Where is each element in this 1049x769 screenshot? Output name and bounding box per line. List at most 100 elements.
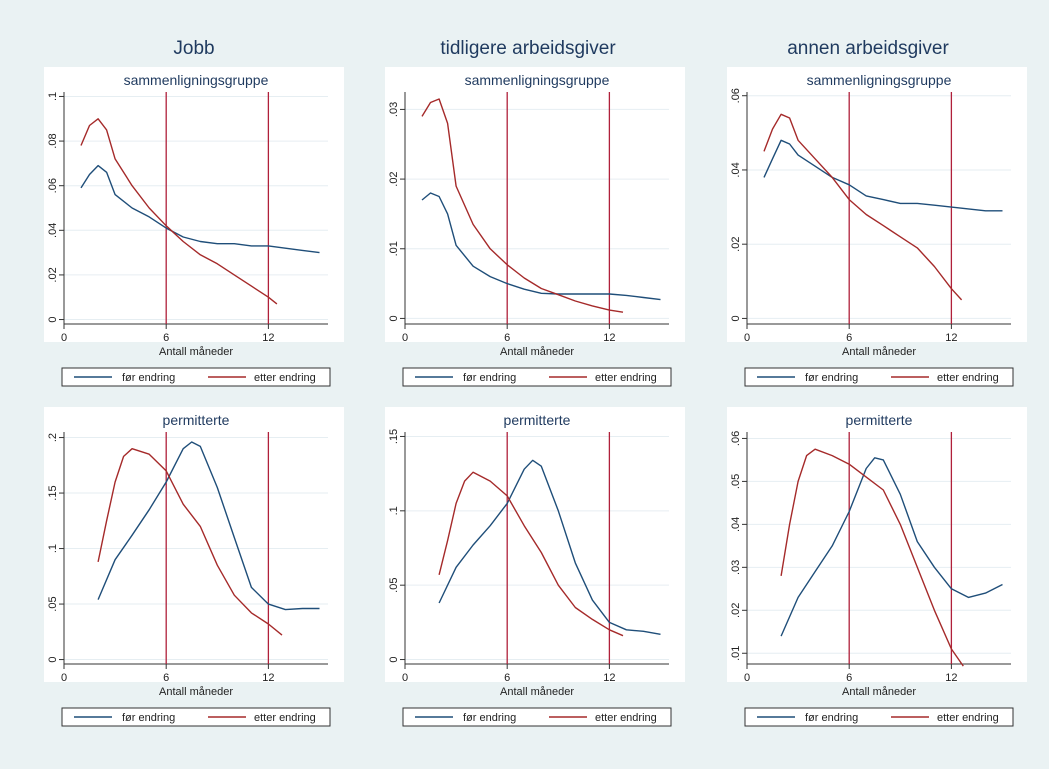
x-tick-label: 0 <box>744 332 750 344</box>
x-tick-label: 0 <box>402 672 408 684</box>
x-tick-label: 6 <box>846 672 852 684</box>
legend-label-for-endring: før endring <box>122 712 175 724</box>
column-title-jobb: Jobb <box>173 38 214 59</box>
y-tick-label: .15 <box>47 485 59 500</box>
y-tick-label: .02 <box>730 237 742 252</box>
y-tick-label: .02 <box>730 603 742 618</box>
panel-title: permitterte <box>846 412 913 428</box>
series-line-for-endring <box>763 139 1003 212</box>
x-tick-label: 0 <box>744 672 750 684</box>
legend-label-etter-endring: etter endring <box>937 372 999 384</box>
x-tick-label: 12 <box>603 332 615 344</box>
series-line-for-endring <box>80 164 320 254</box>
y-tick-label: .2 <box>47 433 59 442</box>
series-line-for-endring <box>421 192 661 301</box>
y-tick-label: .05 <box>388 578 400 593</box>
y-tick-label: 0 <box>388 656 400 662</box>
panel-title: permitterte <box>163 412 230 428</box>
y-tick-label: 0 <box>47 316 59 322</box>
legend-box <box>61 367 331 387</box>
legend-box <box>402 707 672 727</box>
series-line-etter-endring <box>421 98 624 313</box>
panel-permitterte-6: permitterte .01 .02 .03 .04 .05 .06 0 6 12 Antall … <box>727 407 1027 727</box>
x-axis-label: Antall måneder <box>842 346 916 358</box>
series-line-etter-endring <box>438 471 624 637</box>
plot-area <box>747 432 1011 664</box>
y-tick-label: .04 <box>730 517 742 532</box>
x-tick-label: 12 <box>945 672 957 684</box>
panel-title: permitterte <box>504 412 571 428</box>
panel-permitterte-4: permitterte 0 .05 .1 .15 .2 0 6 12 Antall måneder… <box>44 407 344 727</box>
series-line-etter-endring <box>780 448 964 667</box>
x-tick-label: 6 <box>163 672 169 684</box>
x-tick-label: 6 <box>846 332 852 344</box>
legend-label-for-endring: før endring <box>463 712 516 724</box>
y-tick-label: .06 <box>730 88 742 103</box>
plot-area <box>747 92 1011 324</box>
panel-permitterte-5: permitterte 0 .05 .1 .15 0 6 12 Antall måneder fø… <box>385 407 685 727</box>
column-title-tidligere-arbeidsgiver: tidligere arbeidsgiver <box>440 38 616 59</box>
y-tick-label: .1 <box>388 506 400 515</box>
plot-area <box>405 432 669 664</box>
column-title-annen-arbeidsgiver: annen arbeidsgiver <box>787 38 949 59</box>
y-tick-label: .01 <box>388 241 400 256</box>
x-tick-label: 12 <box>603 672 615 684</box>
panel-sammenligningsgruppe-2: sammenligningsgruppe 0 .01 .02 .03 0 6 12 Antall… <box>385 67 685 387</box>
series-line-etter-endring <box>763 113 963 301</box>
y-tick-label: 0 <box>388 315 400 321</box>
x-axis-label: Antall måneder <box>159 686 233 698</box>
y-tick-label: .03 <box>730 560 742 575</box>
x-tick-label: 6 <box>504 332 510 344</box>
y-tick-label: .05 <box>730 474 742 489</box>
x-tick-label: 0 <box>402 332 408 344</box>
series-line-etter-endring <box>80 118 278 305</box>
y-tick-label: .15 <box>388 429 400 444</box>
x-axis-label: Antall måneder <box>159 346 233 358</box>
x-tick-label: 6 <box>504 672 510 684</box>
legend-label-etter-endring: etter endring <box>254 712 316 724</box>
x-tick-label: 0 <box>61 332 67 344</box>
x-tick-label: 0 <box>61 672 67 684</box>
y-tick-label: .08 <box>47 133 59 148</box>
y-tick-label: 0 <box>47 656 59 662</box>
legend-box <box>744 707 1014 727</box>
legend-box <box>744 367 1014 387</box>
y-tick-label: .1 <box>47 92 59 101</box>
x-tick-label: 6 <box>163 332 169 344</box>
y-tick-label: .01 <box>730 646 742 661</box>
legend-label-etter-endring: etter endring <box>254 372 316 384</box>
x-axis-label: Antall måneder <box>842 686 916 698</box>
panel-title: sammenligningsgruppe <box>124 72 269 88</box>
legend-label-etter-endring: etter endring <box>937 712 999 724</box>
y-tick-label: .03 <box>388 102 400 117</box>
legend-box <box>402 367 672 387</box>
panel-sammenligningsgruppe-1: sammenligningsgruppe 0 .02 .04 .06 .08 .1 0 6 12 A… <box>44 67 344 387</box>
y-tick-label: .02 <box>388 171 400 186</box>
series-line-etter-endring <box>97 448 283 636</box>
panel-title: sammenligningsgruppe <box>807 72 952 88</box>
plot-area <box>64 92 328 324</box>
x-tick-label: 12 <box>262 672 274 684</box>
y-tick-label: .1 <box>47 544 59 553</box>
y-tick-label: .04 <box>47 223 59 238</box>
x-tick-label: 12 <box>945 332 957 344</box>
series-line-for-endring <box>438 459 661 635</box>
y-tick-label: .06 <box>47 178 59 193</box>
y-tick-label: .02 <box>47 267 59 282</box>
legend-label-for-endring: før endring <box>122 372 175 384</box>
panel-title: sammenligningsgruppe <box>465 72 610 88</box>
legend-label-for-endring: før endring <box>805 712 858 724</box>
y-tick-label: .04 <box>730 162 742 177</box>
y-tick-label: .05 <box>47 596 59 611</box>
x-axis-label: Antall måneder <box>500 686 574 698</box>
y-tick-label: .06 <box>730 431 742 446</box>
series-line-for-endring <box>780 457 1003 637</box>
x-axis-label: Antall måneder <box>500 346 574 358</box>
series-line-for-endring <box>97 441 320 611</box>
panel-sammenligningsgruppe-3: sammenligningsgruppe 0 .02 .04 .06 0 6 12 Antall… <box>727 67 1027 387</box>
legend-label-etter-endring: etter endring <box>595 372 657 384</box>
legend-label-for-endring: før endring <box>805 372 858 384</box>
x-tick-label: 12 <box>262 332 274 344</box>
plot-area <box>64 432 328 664</box>
